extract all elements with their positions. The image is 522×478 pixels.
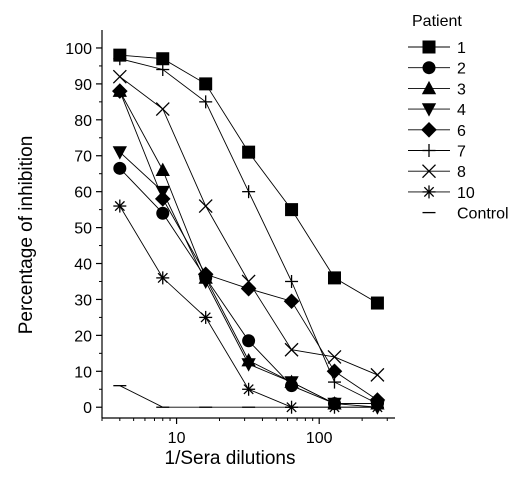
legend-marker-10: [422, 185, 436, 199]
data-point-10-32: [242, 382, 256, 396]
legend-label-10: 10: [457, 185, 475, 202]
y-ticks: 0 10 20 30 40 50 60 70 80 90 100: [65, 41, 102, 417]
y-tick-label-20: 20: [74, 328, 92, 345]
data-point-1-8: [156, 52, 170, 66]
data-point-8-64: [284, 342, 299, 357]
legend-label-8: 8: [457, 164, 466, 181]
legend-label-control: Control: [457, 206, 509, 223]
legend-label-2: 2: [457, 61, 466, 78]
data-point-8-128: [327, 349, 342, 364]
legend-item-6: 6: [408, 122, 466, 140]
plot-markers: [112, 48, 386, 415]
y-tick-label-30: 30: [74, 292, 92, 309]
data-point-4-16: [198, 275, 213, 289]
x-axis-title: 1/Sera dilutions: [165, 448, 296, 469]
data-point-2-4: [113, 161, 127, 175]
y-tick-label-70: 70: [74, 149, 92, 166]
y-tick-label-50: 50: [74, 221, 92, 238]
legend-marker-3: [421, 80, 437, 95]
y-tick-label-60: 60: [74, 185, 92, 202]
y-axis-title: Percentage of inhibition: [16, 136, 37, 335]
series-line-10: [119, 205, 378, 408]
data-point-8-8: [155, 102, 170, 116]
data-point-8-4: [112, 69, 127, 84]
data-point-10-8: [156, 271, 170, 285]
y-tick-label-80: 80: [74, 113, 92, 130]
data-point-7-8: [156, 63, 170, 77]
data-point-3-8: [155, 162, 170, 176]
data-point-7-128: [327, 375, 341, 389]
legend-marker-7: [422, 144, 436, 157]
data-point-8-32: [241, 274, 256, 289]
series-line-8: [119, 76, 378, 376]
legend-label-4: 4: [457, 102, 466, 119]
series-line-1: [119, 54, 378, 304]
legend-label-3: 3: [457, 81, 466, 98]
legend-marker-4: [421, 103, 437, 117]
data-point-7-4: [113, 52, 127, 66]
data-point-8-16: [198, 199, 213, 213]
data-point-8-256: [370, 367, 385, 382]
legend-title: Patient: [412, 13, 462, 30]
legend-marker-1: [422, 40, 436, 54]
legend-item-10: 10: [408, 185, 475, 202]
data-point-4-32: [241, 358, 256, 372]
legend-item-control: Control: [422, 206, 509, 223]
legend-marker-8: [422, 164, 436, 179]
data-point-7-16: [199, 95, 213, 109]
data-point-7-32: [242, 185, 256, 199]
legend-label-1: 1: [457, 40, 466, 57]
data-point-1-256: [370, 296, 384, 310]
legend-item-1: 1: [408, 40, 466, 57]
data-point-1-32: [242, 145, 256, 159]
data-point-7-64: [285, 274, 299, 288]
data-point-6-8: [154, 191, 171, 207]
y-tick-label-100: 100: [65, 41, 92, 58]
data-point-4-4: [112, 146, 127, 160]
data-point-6-16: [197, 266, 214, 283]
data-point-6-64: [283, 293, 300, 310]
legend-label-6: 6: [457, 123, 466, 140]
legend-item-7: 7: [408, 144, 466, 161]
data-point-1-128: [327, 271, 341, 285]
data-point-1-16: [199, 77, 213, 91]
data-point-6-128: [326, 363, 343, 380]
data-point-6-4: [112, 83, 128, 99]
x-ticks: 10 100: [101, 418, 388, 447]
y-tick-label-10: 10: [74, 364, 92, 381]
legend-item-3: 3: [408, 80, 466, 98]
y-tick-label-90: 90: [74, 77, 92, 94]
legend: Patient 1 2 3 4 6 7 8 10 Control: [408, 13, 509, 223]
y-tick-label-40: 40: [74, 257, 92, 274]
data-point-6-32: [240, 280, 257, 297]
data-point-10-16: [199, 310, 213, 324]
legend-marker-2: [422, 61, 436, 75]
y-tick-label-0: 0: [83, 400, 92, 417]
data-point-2-32: [242, 334, 256, 348]
data-point-1-64: [285, 203, 299, 217]
data-point-2-8: [156, 206, 170, 220]
x-tick-label-100: 100: [306, 430, 333, 447]
legend-marker-6: [421, 122, 437, 138]
legend-item-8: 8: [408, 164, 466, 181]
legend-item-2: 2: [408, 61, 466, 78]
legend-label-7: 7: [457, 144, 466, 161]
legend-item-4: 4: [408, 102, 466, 119]
data-point-4-64: [284, 376, 299, 390]
data-point-10-4: [113, 199, 127, 213]
x-tick-label-10: 10: [168, 430, 186, 447]
